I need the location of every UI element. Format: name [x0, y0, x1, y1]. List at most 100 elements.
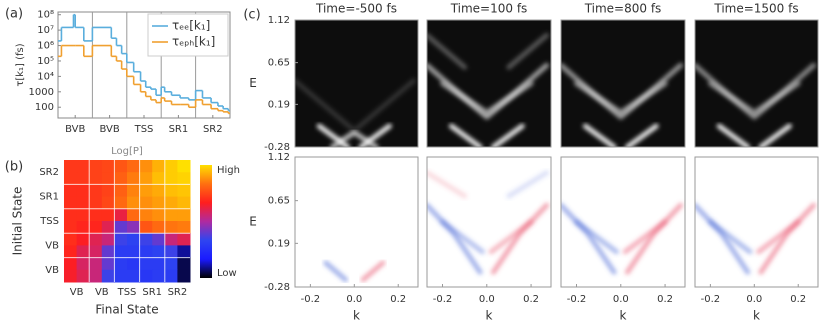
- y-axis-label: Initial State: [11, 187, 25, 256]
- heatmap-cell: [139, 269, 153, 283]
- x-tick-label: SR1: [142, 287, 162, 298]
- x-tick-label: 0.0: [479, 294, 495, 305]
- band: [295, 78, 417, 134]
- band-layer: [695, 187, 817, 275]
- heatmap-cell: [64, 233, 78, 246]
- heatmap-cell: [89, 172, 103, 185]
- x-tick-label: 0.0: [346, 294, 362, 305]
- heatmap-cell: [139, 172, 153, 185]
- panel-label: (b): [5, 160, 23, 175]
- x-axis-label: Final State: [95, 303, 158, 317]
- y-tick-label: 10⁴: [37, 71, 54, 82]
- heatmap-cell: [164, 208, 178, 222]
- heatmap-cell: [89, 184, 103, 198]
- legend-label: τₑₚₕ[k₁]: [172, 35, 215, 49]
- heatmap-cell: [152, 208, 166, 222]
- band: [440, 81, 534, 115]
- band-layer: [427, 32, 550, 147]
- x-tick-label: VB: [70, 287, 84, 298]
- heatmap-cell: [64, 196, 78, 210]
- x-tick-label: 0.0: [746, 294, 762, 305]
- heatmap-cell: [114, 160, 128, 173]
- heatmap-cell: [127, 221, 141, 234]
- x-axis-label: k: [753, 309, 760, 322]
- y-tick-label: 10⁵: [37, 56, 54, 67]
- heatmap-cell: [152, 233, 166, 246]
- heatmap-cell: [101, 184, 115, 198]
- y-axis-label: E: [249, 76, 257, 90]
- heatmap-cell: [114, 269, 128, 283]
- x-tick-label: VB: [95, 287, 109, 298]
- heatmap-cell: [76, 269, 90, 283]
- heatmap-cell: [127, 184, 141, 198]
- heatmap-cell: [114, 245, 128, 259]
- heatmap-cell: [164, 160, 178, 173]
- y-tick-label: 0.65: [268, 58, 290, 69]
- heatmap-cell: [127, 233, 141, 246]
- heatmap-cell: [177, 184, 191, 198]
- heatmap-cell: [114, 221, 128, 234]
- x-tick-label: 0.2: [390, 294, 406, 305]
- heatmap-cell: [89, 196, 103, 210]
- heatmap-cell: [101, 160, 115, 173]
- heatmap-cell: [64, 160, 78, 173]
- y-tick-label: 1.12: [268, 15, 290, 26]
- heatmap-cell: [114, 172, 128, 185]
- heatmap-cell: [101, 221, 115, 234]
- heatmap-cell: [139, 257, 153, 271]
- x-tick-label: 0.2: [523, 294, 539, 305]
- image-background: [295, 157, 418, 287]
- heatmap-cell: [89, 269, 103, 283]
- heatmap-cell: [127, 208, 141, 222]
- heatmap-cell: [139, 221, 153, 234]
- x-tick-label: BVB: [65, 124, 85, 135]
- y-tick-label: 10⁸: [37, 10, 54, 21]
- heatmap-cell: [127, 269, 141, 283]
- heatmap-cell: [127, 160, 141, 173]
- heatmap-cell: [152, 221, 166, 234]
- heatmap-cell: [114, 257, 128, 271]
- panel-title: Time=100 fs: [450, 2, 528, 16]
- heatmap-cell: [164, 172, 178, 185]
- x-tick-label: 0.2: [657, 294, 673, 305]
- x-tick-label: 0.2: [790, 294, 806, 305]
- heatmap-cell: [177, 269, 191, 283]
- heatmap-cell: [76, 196, 90, 210]
- panel-title: Time=800 fs: [584, 2, 662, 16]
- y-tick-label: TSS: [39, 216, 59, 227]
- image-frame: [560, 19, 686, 148]
- heatmap-cell: [101, 208, 115, 222]
- image-frame: [694, 156, 819, 288]
- band-layer: [323, 247, 386, 283]
- colorbar-label: Low: [217, 268, 237, 279]
- image-frame: [426, 156, 552, 288]
- heatmap-cell: [164, 269, 178, 283]
- heatmap-cell: [177, 221, 191, 234]
- heatmap-cell: [76, 208, 90, 222]
- image-frame: [560, 156, 686, 288]
- heatmap-cell: [64, 257, 78, 271]
- band: [561, 62, 684, 120]
- panel-title: Time=1500 fs: [713, 2, 798, 16]
- x-tick-label: TSS: [134, 124, 154, 135]
- y-tick-label: 0.65: [268, 196, 290, 207]
- heatmap-cell: [127, 245, 141, 259]
- band-layer: [561, 50, 684, 147]
- band: [427, 62, 550, 120]
- heatmap-cell: [101, 245, 115, 259]
- heatmap-cell: [89, 245, 103, 259]
- y-tick-label: 100: [35, 102, 54, 113]
- legend-label: τₑₑ[k₁]: [172, 19, 210, 33]
- heatmap-cell: [76, 172, 90, 185]
- heatmap-cell: [139, 233, 153, 246]
- y-tick-label: SR2: [39, 167, 59, 178]
- heatmap-cell: [164, 196, 178, 210]
- x-tick-label: BVB: [99, 124, 119, 135]
- y-tick-label: 1.12: [268, 152, 290, 163]
- heatmap-cell: [89, 221, 103, 234]
- band-layer: [561, 187, 684, 275]
- heatmap-cell: [177, 172, 191, 185]
- heatmap-cell: [64, 269, 78, 283]
- y-axis-label: τ[k₁] (fs): [15, 43, 26, 86]
